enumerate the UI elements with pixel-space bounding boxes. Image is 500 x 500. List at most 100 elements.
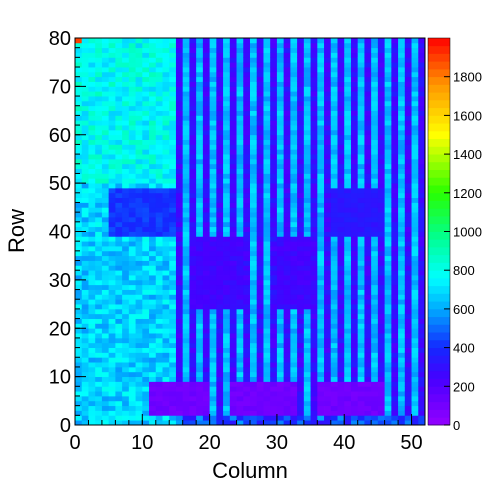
heatmap-cell	[303, 313, 311, 319]
heatmap-cell	[95, 236, 103, 242]
heatmap-cell	[357, 410, 365, 416]
heatmap-cell	[350, 265, 359, 271]
heatmap-cell	[324, 178, 332, 184]
heatmap-cell	[350, 250, 359, 257]
heatmap-cell	[324, 134, 332, 140]
heatmap-cell	[377, 337, 386, 344]
heatmap-cell	[81, 134, 89, 140]
heatmap-cell	[135, 236, 143, 242]
heatmap-cell	[297, 57, 305, 63]
heatmap-cell	[223, 405, 231, 411]
heatmap-cell	[189, 207, 197, 213]
heatmap-cell	[169, 250, 177, 257]
heatmap-cell	[229, 352, 237, 358]
heatmap-cell	[290, 400, 298, 407]
heatmap-cell	[122, 187, 130, 194]
heatmap-cell	[209, 187, 217, 194]
heatmap-cell	[411, 250, 419, 257]
heatmap-cell	[384, 337, 392, 344]
heatmap-cell	[310, 289, 318, 295]
heatmap-cell	[175, 381, 184, 387]
heatmap-cell	[128, 410, 136, 416]
heatmap-cell	[263, 405, 271, 411]
heatmap-cell	[175, 47, 184, 53]
heatmap-cell	[216, 284, 224, 290]
heatmap-cell	[256, 386, 264, 392]
heatmap-cell	[196, 362, 204, 368]
heatmap-cell	[330, 81, 338, 87]
heatmap-cell	[81, 178, 89, 184]
heatmap-cell	[175, 304, 184, 310]
heatmap-cell	[216, 125, 224, 131]
heatmap-cell	[169, 294, 177, 300]
heatmap-cell	[418, 47, 426, 53]
heatmap-cell	[357, 192, 365, 199]
heatmap-cell	[310, 391, 318, 397]
heatmap-cell	[350, 120, 359, 126]
heatmap-cell	[122, 260, 130, 266]
heatmap-cell	[196, 265, 204, 271]
heatmap-cell	[209, 154, 217, 160]
heatmap-cell	[202, 192, 211, 199]
heatmap-cell	[155, 81, 163, 87]
heatmap-cell	[88, 76, 96, 82]
heatmap-cell	[357, 42, 365, 49]
heatmap-cell	[182, 304, 190, 310]
heatmap-cell	[357, 405, 365, 411]
heatmap-cell	[243, 173, 251, 179]
heatmap-cell	[377, 202, 386, 208]
heatmap-cell	[229, 62, 237, 68]
heatmap-cell	[250, 226, 258, 232]
heatmap-cell	[337, 202, 345, 208]
heatmap-cell	[310, 255, 318, 261]
heatmap-cell	[149, 415, 157, 421]
heatmap-cell	[371, 352, 379, 358]
heatmap-cell	[142, 129, 150, 136]
heatmap-cell	[330, 246, 338, 252]
heatmap-cell	[317, 178, 325, 184]
heatmap-cell	[263, 270, 271, 276]
heatmap-cell	[169, 139, 177, 145]
heatmap-cell	[283, 100, 291, 107]
heatmap-cell	[81, 352, 89, 358]
heatmap-cell	[182, 236, 190, 242]
heatmap-cell	[115, 154, 123, 160]
heatmap-cell	[128, 91, 136, 97]
heatmap-cell	[263, 197, 271, 203]
heatmap-cell	[276, 362, 285, 368]
heatmap-cell	[317, 192, 325, 199]
heatmap-cell	[263, 173, 271, 179]
heatmap-cell	[364, 347, 372, 353]
heatmap-cell	[142, 86, 150, 92]
heatmap-cell	[196, 255, 204, 261]
heatmap-cell	[377, 284, 386, 290]
heatmap-cell	[263, 57, 271, 63]
heatmap-cell	[162, 178, 170, 184]
heatmap-cell	[196, 38, 204, 44]
heatmap-cell	[189, 173, 197, 179]
heatmap-cell	[398, 352, 406, 358]
heatmap-cell	[101, 76, 110, 82]
heatmap-cell	[350, 144, 359, 150]
heatmap-cell	[95, 420, 103, 426]
heatmap-cell	[317, 100, 325, 107]
y-tick-label: 70	[49, 76, 71, 98]
heatmap-cell	[209, 255, 217, 261]
heatmap-cell	[263, 91, 271, 97]
heatmap-cell	[391, 410, 399, 416]
heatmap-cell	[202, 304, 211, 310]
heatmap-cell	[202, 76, 211, 82]
heatmap-cell	[216, 362, 224, 368]
heatmap-cell	[108, 265, 116, 271]
heatmap-cell	[270, 192, 278, 199]
heatmap-cell	[283, 76, 291, 82]
heatmap-cell	[122, 168, 130, 174]
heatmap-cell	[162, 318, 170, 324]
heatmap-cell	[250, 71, 258, 78]
heatmap-cell	[344, 405, 352, 411]
heatmap-cell	[128, 139, 136, 145]
heatmap-cell	[135, 86, 143, 92]
heatmap-cell	[411, 91, 419, 97]
heatmap-cell	[101, 187, 110, 194]
heatmap-cell	[122, 362, 130, 368]
